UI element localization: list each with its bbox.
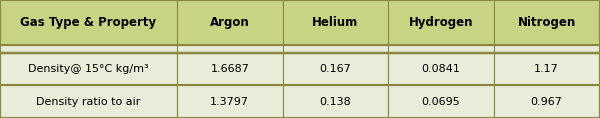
Text: Gas Type & Property: Gas Type & Property [20, 16, 157, 29]
Text: 0.167: 0.167 [320, 64, 351, 74]
Bar [388, 85, 494, 118]
Bar [177, 45, 283, 53]
Text: 1.17: 1.17 [534, 64, 559, 74]
Bar [177, 53, 283, 85]
Text: Helium: Helium [312, 16, 359, 29]
Bar [283, 85, 388, 118]
Bar [388, 0, 494, 45]
Text: 0.0841: 0.0841 [422, 64, 460, 74]
Text: Density ratio to air: Density ratio to air [37, 97, 140, 107]
Bar [494, 0, 599, 45]
Bar [283, 0, 388, 45]
Text: Density@ 15°C kg/m³: Density@ 15°C kg/m³ [28, 64, 149, 74]
Text: Hydrogen: Hydrogen [409, 16, 473, 29]
Bar [494, 85, 599, 118]
Bar [283, 53, 388, 85]
Text: 0.967: 0.967 [530, 97, 563, 107]
Text: 1.6687: 1.6687 [211, 64, 249, 74]
Bar [177, 0, 283, 45]
Bar [494, 53, 599, 85]
Text: Nitrogen: Nitrogen [517, 16, 576, 29]
Bar [388, 53, 494, 85]
Bar [0, 53, 177, 85]
Bar [494, 45, 599, 53]
Bar [283, 45, 388, 53]
Text: Argon: Argon [210, 16, 250, 29]
Text: 0.138: 0.138 [320, 97, 351, 107]
Bar [177, 85, 283, 118]
Bar [0, 85, 177, 118]
Bar [0, 0, 177, 45]
Text: 0.0695: 0.0695 [422, 97, 460, 107]
Text: 1.3797: 1.3797 [211, 97, 250, 107]
Bar [388, 45, 494, 53]
Bar [0, 45, 177, 53]
